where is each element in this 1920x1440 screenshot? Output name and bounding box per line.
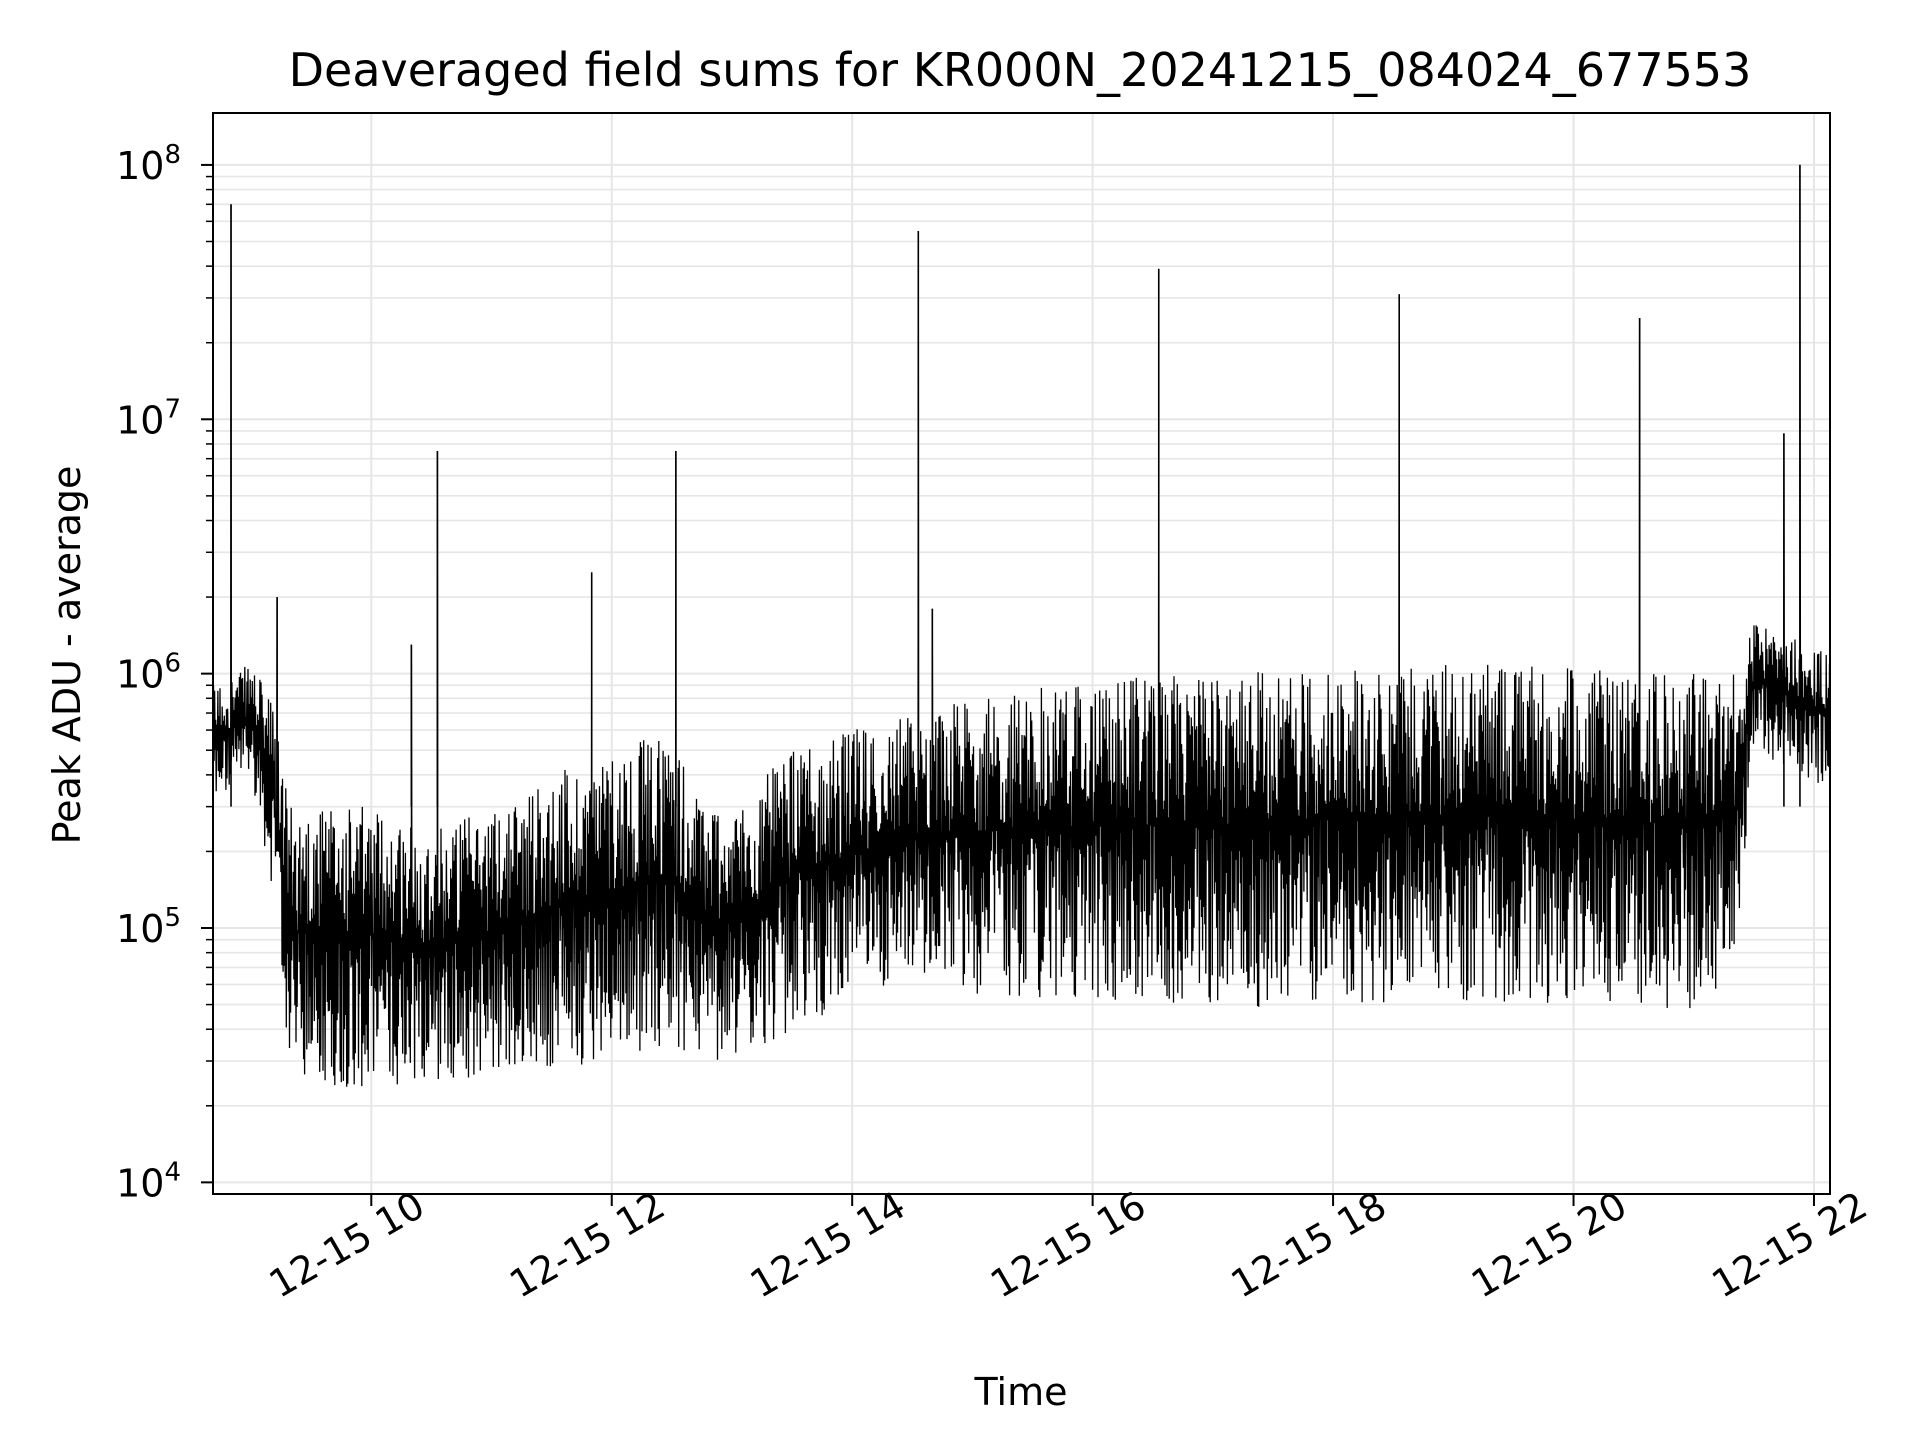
y-tick-label: 107 [116, 394, 181, 442]
y-tick-label: 108 [116, 140, 181, 188]
x-tick-label: 12-15 14 [743, 1183, 913, 1307]
series-path [213, 164, 1830, 1087]
y-axis-ticks: 104 105 106 107 108 [116, 140, 213, 1205]
y-tick-label: 104 [116, 1157, 181, 1205]
x-tick-label: 12-15 20 [1464, 1183, 1634, 1307]
y-axis-label: Peak ADU - average [45, 466, 89, 845]
x-tick-label: 12-15 12 [502, 1183, 672, 1307]
x-axis-ticks: 12-15 10 12-15 12 12-15 14 12-15 16 12-15 18… [262, 1183, 1875, 1307]
x-tick-label: 12-15 22 [1704, 1183, 1874, 1307]
y-tick-label: 106 [116, 649, 181, 697]
x-tick-label: 12-15 16 [983, 1183, 1153, 1307]
series-line [213, 164, 1830, 1087]
x-tick-label: 12-15 10 [262, 1183, 432, 1307]
x-axis-label: Time [974, 1370, 1068, 1414]
chart-title: Deaveraged field sums for KR000N_2024121… [289, 43, 1752, 97]
y-tick-label: 105 [116, 903, 181, 951]
x-tick-label: 12-15 18 [1224, 1183, 1394, 1307]
grid-layer [213, 113, 1830, 1194]
plot-frame [212, 112, 1831, 1195]
